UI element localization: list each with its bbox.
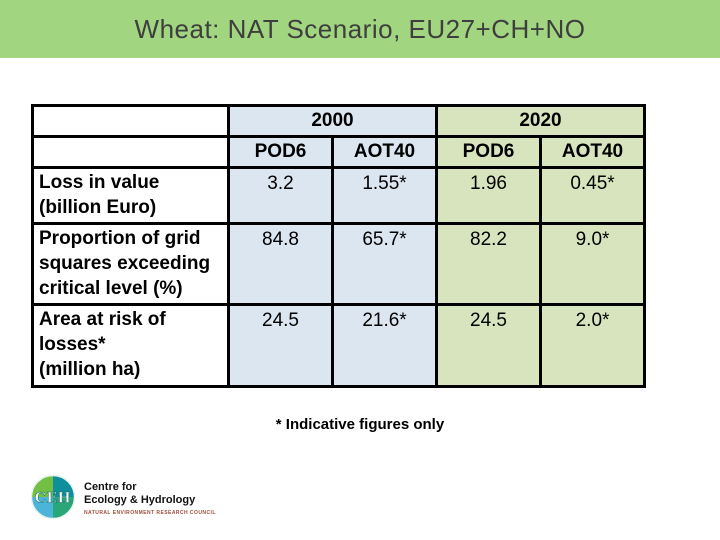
ceh-acronym: CEH [35,491,72,507]
cell-loss-pod6-2000: 3.2 [227,165,334,226]
row-label-loss-in-value: Loss in value (billion Euro) [31,165,230,226]
ceh-logo-icon: CEH [30,474,76,520]
metric-header-pod6-2000: POD6 [227,135,334,169]
cell-area-aot40-2020: 2.0* [539,303,646,388]
cell-prop-pod6-2020: 82.2 [435,222,542,307]
ceh-logo-subtext: NATURAL ENVIRONMENT RESEARCH COUNCIL [84,509,216,516]
cell-loss-pod6-2020: 1.96 [435,165,542,226]
cell-prop-aot40-2020: 9.0* [539,222,646,307]
slide-title: Wheat: NAT Scenario, EU27+CH+NO [134,13,586,44]
cell-area-pod6-2000: 24.5 [227,303,334,388]
row-label-proportion-grid: Proportion of grid squares exceeding cri… [31,222,230,307]
table-row: Loss in value (billion Euro) 3.2 1.55* 1… [31,165,646,226]
table-row: Area at risk of losses* (million ha) 24.… [31,303,646,388]
year-header-2020: 2020 [435,104,646,138]
cell-loss-aot40-2020: 0.45* [539,165,646,226]
metric-header-aot40-2000: AOT40 [331,135,438,169]
results-table: 2000 2020 POD6 AOT40 POD6 AOT40 Loss in … [31,104,646,388]
cell-prop-pod6-2000: 84.8 [227,222,334,307]
corner-cell-top [31,104,230,138]
corner-cell-bottom [31,135,230,169]
ceh-logo-text: Centre for Ecology & Hydrology NATURAL E… [84,474,216,516]
footnote: * Indicative figures only [275,416,445,433]
metric-header-aot40-2020: AOT40 [539,135,646,169]
cell-area-aot40-2000: 21.6* [331,303,438,388]
table-row: Proportion of grid squares exceeding cri… [31,222,646,307]
title-band: Wheat: NAT Scenario, EU27+CH+NO [0,0,720,58]
cell-prop-aot40-2000: 65.7* [331,222,438,307]
row-label-area-at-risk: Area at risk of losses* (million ha) [31,303,230,388]
cell-loss-aot40-2000: 1.55* [331,165,438,226]
year-header-2000: 2000 [227,104,438,138]
metric-header-pod6-2020: POD6 [435,135,542,169]
cell-area-pod6-2020: 24.5 [435,303,542,388]
ceh-logo: CEH Centre for Ecology & Hydrology NATUR… [30,474,216,520]
ceh-logo-name: Centre for Ecology & Hydrology [84,481,196,506]
results-table-container: 2000 2020 POD6 AOT40 POD6 AOT40 Loss in … [31,104,646,388]
